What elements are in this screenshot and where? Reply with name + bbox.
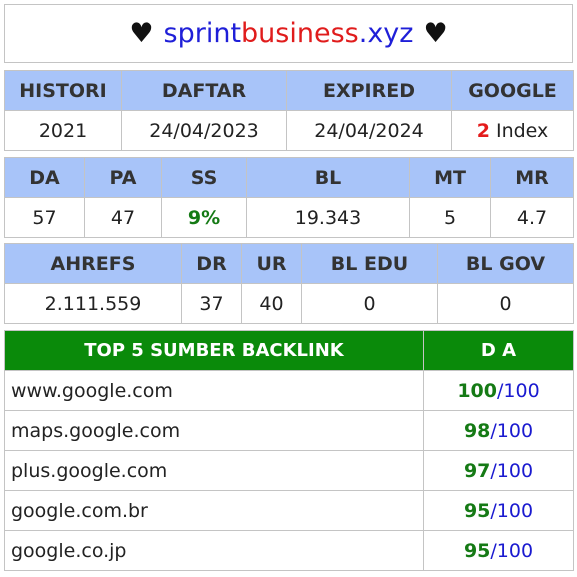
heart-icon-right: ♥ xyxy=(423,18,448,49)
mt-value: 5 xyxy=(409,197,491,238)
da-value: 57 xyxy=(4,197,85,238)
header-top5-backlink: TOP 5 SUMBER BACKLINK xyxy=(4,330,424,371)
header-bl-gov: BL GOV xyxy=(437,243,574,284)
ur-value: 40 xyxy=(241,283,302,324)
table-row: maps.google.com 98/100 xyxy=(4,410,574,451)
site-title-banner: ♥ sprint business .xyz ♥ xyxy=(4,4,573,63)
bl-value: 19.343 xyxy=(246,197,410,238)
backlink-da-cell: 97/100 xyxy=(423,450,574,491)
table-row: plus.google.com 97/100 xyxy=(4,450,574,491)
table-row: google.co.jp 95/100 xyxy=(4,530,574,571)
backlink-da-max: /100 xyxy=(490,419,534,442)
backlink-site: google.co.jp xyxy=(4,530,424,571)
backlink-da-max: /100 xyxy=(497,379,540,402)
backlink-site: maps.google.com xyxy=(4,410,424,451)
header-histori: HISTORI xyxy=(4,70,122,111)
domain-part-1: sprint xyxy=(163,18,242,49)
expired-value: 24/04/2024 xyxy=(286,110,452,151)
backlink-site: plus.google.com xyxy=(4,450,424,491)
ss-value: 9% xyxy=(161,197,247,238)
metrics-table: DA PA SS BL MT MR 57 47 9% 19.343 5 4.7 xyxy=(4,157,574,238)
backlink-da-max: /100 xyxy=(490,539,534,562)
header-ur: UR xyxy=(241,243,302,284)
backlink-da-cell: 95/100 xyxy=(423,530,574,571)
heart-icon-left: ♥ xyxy=(129,18,154,49)
header-da: DA xyxy=(4,157,85,198)
header-daftar: DAFTAR xyxy=(121,70,287,111)
domain-part-3: .xyz xyxy=(358,18,414,49)
header-mr: MR xyxy=(490,157,574,198)
header-ahrefs: AHREFS xyxy=(4,243,182,284)
header-ss: SS xyxy=(161,157,247,198)
header-bl: BL xyxy=(246,157,410,198)
table-row: www.google.com 100/100 xyxy=(4,370,574,411)
dr-value: 37 xyxy=(181,283,242,324)
backlink-da-cell: 100/100 xyxy=(423,370,574,411)
ahrefs-table: AHREFS DR UR BL EDU BL GOV 2.111.559 37 … xyxy=(4,243,574,324)
backlink-site: google.com.br xyxy=(4,490,424,531)
bl-edu-value: 0 xyxy=(301,283,438,324)
backlink-site: www.google.com xyxy=(4,370,424,411)
mr-value: 4.7 xyxy=(490,197,574,238)
ahrefs-value: 2.111.559 xyxy=(4,283,182,324)
backlink-da-value: 95 xyxy=(463,499,491,522)
backlink-table: TOP 5 SUMBER BACKLINK D A www.google.com… xyxy=(4,330,574,571)
header-dr: DR xyxy=(181,243,242,284)
summary-table: HISTORI DAFTAR EXPIRED GOOGLE 2021 24/04… xyxy=(4,70,574,151)
backlink-da-max: /100 xyxy=(490,459,534,482)
backlink-da-max: /100 xyxy=(490,499,534,522)
header-bl-edu: BL EDU xyxy=(301,243,438,284)
histori-value: 2021 xyxy=(4,110,122,151)
backlink-da-value: 97 xyxy=(463,459,491,482)
daftar-value: 24/04/2023 xyxy=(121,110,287,151)
pa-value: 47 xyxy=(84,197,162,238)
google-index-cell: 2 Index xyxy=(451,110,574,151)
header-expired: EXPIRED xyxy=(286,70,452,111)
bl-gov-value: 0 xyxy=(437,283,574,324)
table-row: google.com.br 95/100 xyxy=(4,490,574,531)
backlink-da-value: 100 xyxy=(457,379,497,402)
google-index-label: Index xyxy=(489,119,549,142)
google-index-count: 2 xyxy=(476,119,490,142)
backlink-da-cell: 98/100 xyxy=(423,410,574,451)
backlink-da-value: 95 xyxy=(463,539,491,562)
header-backlink-da: D A xyxy=(423,330,574,371)
domain-part-2: business xyxy=(241,18,359,49)
header-google: GOOGLE xyxy=(451,70,574,111)
header-pa: PA xyxy=(84,157,162,198)
backlink-da-cell: 95/100 xyxy=(423,490,574,531)
backlink-da-value: 98 xyxy=(463,419,491,442)
header-mt: MT xyxy=(409,157,491,198)
